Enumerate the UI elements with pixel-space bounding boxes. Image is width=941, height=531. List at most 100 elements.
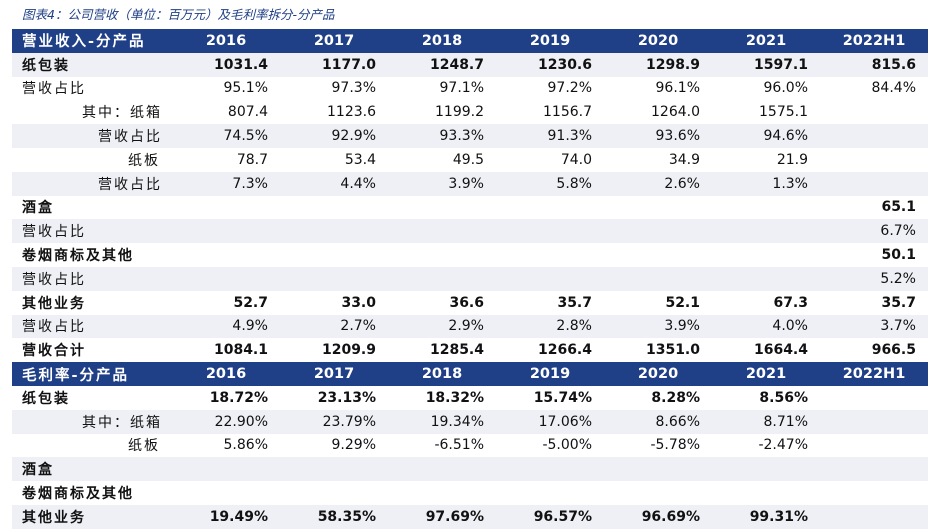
cell-value [496,243,604,267]
row-label: 其他业务 [12,504,172,529]
row-label: 营收占比 [12,314,172,339]
cell-value: 99.31% [712,504,820,529]
row-label: 纸包装 [22,390,70,407]
table-row: 纸包装 18.72% 23.13% 18.32% 15.74% 8.28% 8.56% [12,386,928,410]
cell-value: 22.90% [172,409,280,434]
header-year: 2021 [712,29,820,53]
cell-value [604,219,712,244]
header-year: 2016 [172,29,280,53]
cell-value [280,457,388,482]
table-row: 卷烟商标及其他 50.1 [12,243,928,267]
row-label: 其中：纸箱 [12,409,172,434]
cell-value: 52.1 [665,294,700,311]
cell-value: 2.9% [388,314,496,339]
cell-value: -2.47% [758,437,808,454]
cell-value: 50.1 [881,247,916,264]
header-year: 2022H1 [820,362,928,386]
cell-value: 58.35% [280,504,388,529]
table-row: 其他业务 19.49% 58.35% 97.69% 96.57% 96.69% 99.31% [12,504,928,529]
row-label: 其他业务 [22,295,86,312]
cell-value: 3.7% [820,314,928,339]
row-label: 纸板 [128,438,160,455]
cell-value [280,196,388,220]
cell-value [172,266,280,291]
cell-value [712,219,820,244]
cell-value [820,386,928,410]
cell-value [604,196,712,220]
cell-value [388,457,496,482]
cell-value: 49.5 [452,151,484,168]
cell-value: 36.6 [449,294,484,311]
cell-value: 1156.7 [543,104,592,121]
cell-value: 21.9 [776,151,808,168]
cell-value: 5.8% [496,171,604,196]
cell-value: 33.0 [341,294,376,311]
row-label: 纸板 [128,152,160,169]
table-row: 其中：纸箱 807.4 1123.6 1199.2 1156.7 1264.0 1575.1 [12,100,928,124]
cell-value: 3.9% [604,314,712,339]
table-caption: 图表4：公司营收（单位：百万元）及毛利率拆分-分产品 [22,7,335,22]
cell-value: 1664.4 [712,338,820,363]
cell-value: 4.9% [172,314,280,339]
cell-value: -6.51% [434,437,484,454]
cell-value: -5.00% [542,437,592,454]
cell-value: 1298.9 [604,52,712,77]
cell-value [820,481,928,505]
cell-value: 19.34% [388,409,496,434]
cell-value: 78.7 [236,151,268,168]
cell-value [496,457,604,482]
cell-value: 1230.6 [496,52,604,77]
row-label: 卷烟商标及其他 [22,486,134,503]
cell-value: 23.13% [317,389,376,406]
cell-value [388,481,496,505]
table-row: 卷烟商标及其他 [12,481,928,505]
header-year: 2017 [280,362,388,386]
cell-value: 1209.9 [280,338,388,363]
table-row: 营收占比 4.9% 2.7% 2.9% 2.8% 3.9% 4.0% 3.7% [12,314,928,339]
cell-value [604,243,712,267]
cell-value [604,481,712,505]
cell-value: 4.0% [712,314,820,339]
cell-value: 97.69% [388,504,496,529]
cell-value [712,457,820,482]
cell-value [712,196,820,220]
cell-value [172,457,280,482]
cell-value: 8.28% [651,389,700,406]
cell-value [172,243,280,267]
cell-value: 19.49% [172,504,280,529]
cell-value [820,171,928,196]
cell-value [388,243,496,267]
cell-value [712,243,820,267]
cell-value: 91.3% [496,124,604,148]
cell-value [820,148,928,172]
cell-value: -5.78% [650,437,700,454]
cell-value: 23.79% [280,409,388,434]
header-label: 毛利率-分产品 [12,362,172,386]
cell-value: 1031.4 [172,52,280,77]
row-label: 酒盒 [22,200,54,217]
cell-value: 15.74% [533,389,592,406]
cell-value: 96.69% [604,504,712,529]
cell-value: 2.6% [604,171,712,196]
cell-value [280,266,388,291]
cell-value: 1351.0 [604,338,712,363]
header-year: 2022H1 [820,29,928,53]
header-year: 2019 [496,29,604,53]
cell-value: 1285.4 [388,338,496,363]
header-year: 2016 [172,362,280,386]
cell-value: 97.1% [439,80,484,97]
row-label: 其中：纸箱 [82,105,162,122]
cell-value: 65.1 [881,199,916,216]
cell-value: 1248.7 [388,52,496,77]
table-row: 酒盒 [12,457,928,482]
cell-value [712,481,820,505]
cell-value: 94.6% [712,124,820,148]
table-row: 营收占比 5.2% [12,266,928,291]
cell-value: 3.9% [388,171,496,196]
table-row: 营收占比 6.7% [12,219,928,244]
cell-value: 1199.2 [435,104,484,121]
cell-value: 8.71% [712,409,820,434]
cell-value [496,266,604,291]
cell-value: 1123.6 [327,104,376,121]
cell-value: 815.6 [820,52,928,77]
